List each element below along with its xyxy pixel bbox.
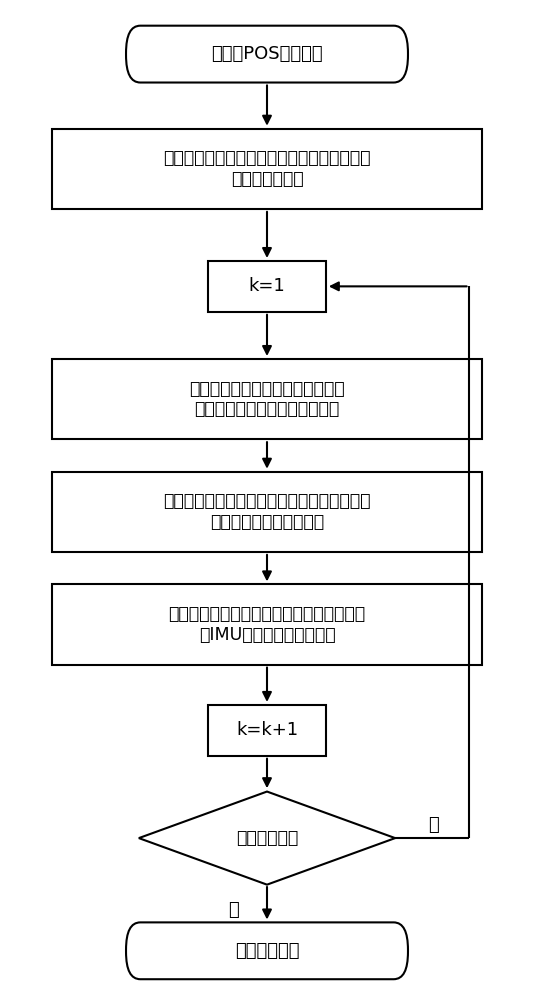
Bar xyxy=(208,705,326,756)
Text: 否: 否 xyxy=(428,816,439,834)
Bar xyxy=(52,359,482,439)
Text: 传递对准完毕: 传递对准完毕 xyxy=(235,942,299,960)
Text: k=1: k=1 xyxy=(249,277,285,295)
FancyBboxPatch shape xyxy=(126,922,408,979)
Bar xyxy=(208,261,326,312)
Text: 循环是否结束: 循环是否结束 xyxy=(236,829,298,847)
Bar xyxy=(52,472,482,552)
Bar xyxy=(52,129,482,209)
Text: 是: 是 xyxy=(229,901,239,919)
Text: 建立两个子滤波器的数学模型，并
进行卡尔曼滤波，获得局部估计: 建立两个子滤波器的数学模型，并 进行卡尔曼滤波，获得局部估计 xyxy=(189,380,345,418)
Text: 分布式POS系统准备: 分布式POS系统准备 xyxy=(211,45,323,63)
Text: k=k+1: k=k+1 xyxy=(236,721,298,739)
Text: 由主滤波器估计出全局滤波解，并对两个子滤
波器和主滤波器进行重置: 由主滤波器估计出全局滤波解，并对两个子滤 波器和主滤波器进行重置 xyxy=(163,492,371,531)
FancyBboxPatch shape xyxy=(126,26,408,83)
Text: 利用重置后的误差状态量计算出更加准确的
子IMU的位置、速度和姿态: 利用重置后的误差状态量计算出更加准确的 子IMU的位置、速度和姿态 xyxy=(168,605,366,644)
Bar xyxy=(52,584,482,665)
Text: 进行联邦滤波器结构设计，包括两个子滤波器
和一个主滤波器: 进行联邦滤波器结构设计，包括两个子滤波器 和一个主滤波器 xyxy=(163,149,371,188)
Polygon shape xyxy=(139,792,395,885)
